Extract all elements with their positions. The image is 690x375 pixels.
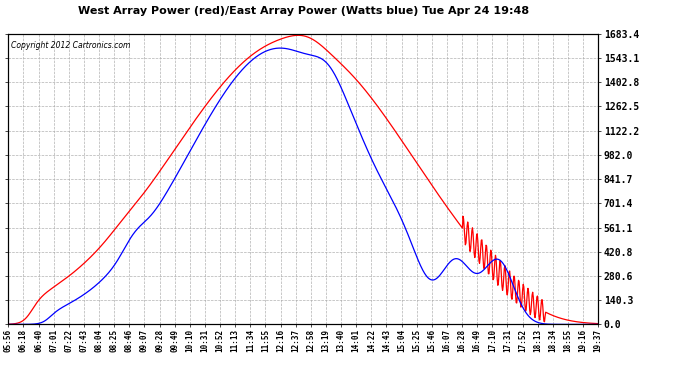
Text: Copyright 2012 Cartronics.com: Copyright 2012 Cartronics.com [11,41,130,50]
Text: West Array Power (red)/East Array Power (Watts blue) Tue Apr 24 19:48: West Array Power (red)/East Array Power … [78,6,529,16]
